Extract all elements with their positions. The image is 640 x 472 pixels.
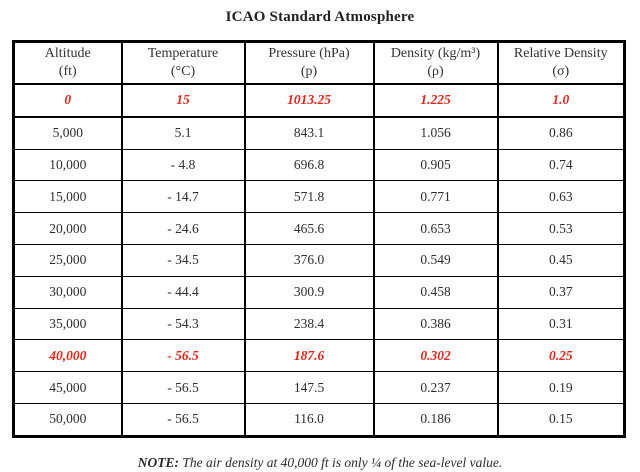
cell-relative-density: 0.74 xyxy=(496,148,626,182)
column-header-relative-density: Relative Density (σ) xyxy=(496,41,626,85)
icao-atmosphere-table: Altitude (ft) Temperature (°C) Pressure … xyxy=(12,40,626,438)
table-row: 25,000 - 34.5 376.0 0.549 0.45 xyxy=(12,243,626,277)
cell-density: 0.386 xyxy=(372,307,499,341)
cell-temperature: - 14.7 xyxy=(120,180,246,214)
cell-altitude: 40,000 xyxy=(12,339,123,373)
cell-temperature: 5.1 xyxy=(120,116,246,150)
cell-altitude: 10,000 xyxy=(12,148,123,182)
cell-relative-density: 0.15 xyxy=(496,402,626,437)
cell-relative-density: 0.25 xyxy=(496,339,626,373)
cell-density: 0.549 xyxy=(372,243,499,277)
cell-pressure: 147.5 xyxy=(243,371,375,404)
cell-altitude: 50,000 xyxy=(12,402,123,437)
note-text: The air density at 40,000 ft is only ¼ o… xyxy=(182,454,503,470)
table-body: 0 15 1013.25 1.225 1.0 5,000 5.1 843.1 1… xyxy=(12,83,626,437)
cell-altitude: 35,000 xyxy=(12,307,123,341)
header-line1: Relative Density xyxy=(513,45,608,61)
cell-temperature: - 56.5 xyxy=(120,339,246,373)
cell-altitude: 25,000 xyxy=(12,243,123,277)
page-title: ICAO Standard Atmosphere xyxy=(225,9,415,25)
cell-pressure: 238.4 xyxy=(243,307,375,341)
cell-pressure: 376.0 xyxy=(243,243,375,277)
cell-relative-density: 1.0 xyxy=(496,83,626,118)
cell-temperature: - 34.5 xyxy=(120,243,246,277)
table-row: 20,000 - 24.6 465.6 0.653 0.53 xyxy=(12,212,626,245)
cell-pressure: 187.6 xyxy=(243,339,375,373)
table-row: 5,000 5.1 843.1 1.056 0.86 xyxy=(12,116,626,150)
cell-pressure: 696.8 xyxy=(243,148,375,182)
cell-altitude: 5,000 xyxy=(12,116,123,150)
header-line2: (ρ) xyxy=(427,64,444,79)
cell-temperature: - 56.5 xyxy=(120,371,246,404)
cell-altitude: 45,000 xyxy=(12,371,123,404)
cell-temperature: - 54.3 xyxy=(120,307,246,341)
table-row: 50,000 - 56.5 116.0 0.186 0.15 xyxy=(12,402,626,437)
cell-temperature: - 24.6 xyxy=(120,212,246,245)
cell-density: 0.302 xyxy=(372,339,499,373)
cell-relative-density: 0.63 xyxy=(496,180,626,214)
table-row: 40,000 - 56.5 187.6 0.302 0.25 xyxy=(12,339,626,373)
cell-density: 0.237 xyxy=(372,371,499,404)
cell-temperature: - 44.4 xyxy=(120,275,246,309)
cell-pressure: 116.0 xyxy=(243,402,375,437)
column-header-temperature: Temperature (°C) xyxy=(120,41,246,85)
cell-density: 0.653 xyxy=(372,212,499,245)
column-header-pressure: Pressure (hPa) (p) xyxy=(243,41,375,85)
cell-pressure: 1013.25 xyxy=(243,83,375,118)
cell-pressure: 300.9 xyxy=(243,275,375,309)
header-row: Altitude (ft) Temperature (°C) Pressure … xyxy=(12,41,626,85)
cell-altitude: 0 xyxy=(12,83,123,118)
header-line2: (σ) xyxy=(552,64,570,79)
table-row: 35,000 - 54.3 238.4 0.386 0.31 xyxy=(12,307,626,341)
column-header-density: Density (kg/m³) (ρ) xyxy=(372,41,499,85)
header-line2: (°C) xyxy=(170,64,196,79)
table-row: 30,000 - 44.4 300.9 0.458 0.37 xyxy=(12,275,626,309)
header-line1: Pressure (hPa) xyxy=(268,45,350,61)
table-row: 0 15 1013.25 1.225 1.0 xyxy=(12,83,626,118)
header-line2: (p) xyxy=(300,64,318,79)
cell-relative-density: 0.53 xyxy=(496,212,626,245)
cell-temperature: - 4.8 xyxy=(120,148,246,182)
cell-density: 0.771 xyxy=(372,180,499,214)
cell-temperature: 15 xyxy=(120,83,246,118)
header-line1: Density (kg/m³) xyxy=(390,45,481,61)
header-line1: Altitude xyxy=(44,45,91,61)
cell-pressure: 571.8 xyxy=(243,180,375,214)
table-header: Altitude (ft) Temperature (°C) Pressure … xyxy=(12,41,626,85)
cell-relative-density: 0.31 xyxy=(496,307,626,341)
cell-density: 1.056 xyxy=(372,116,499,150)
column-header-altitude: Altitude (ft) xyxy=(12,41,123,85)
cell-density: 1.225 xyxy=(372,83,499,118)
cell-density: 0.186 xyxy=(372,402,499,437)
cell-density: 0.458 xyxy=(372,275,499,309)
cell-altitude: 30,000 xyxy=(12,275,123,309)
table-row: 10,000 - 4.8 696.8 0.905 0.74 xyxy=(12,148,626,182)
note-label: NOTE: xyxy=(137,454,180,470)
header-line2: (ft) xyxy=(58,64,77,79)
cell-density: 0.905 xyxy=(372,148,499,182)
table-note: NOTE: The air density at 40,000 ft is on… xyxy=(0,455,640,471)
cell-relative-density: 0.37 xyxy=(496,275,626,309)
header-line1: Temperature xyxy=(147,45,219,61)
cell-relative-density: 0.19 xyxy=(496,371,626,404)
cell-altitude: 20,000 xyxy=(12,212,123,245)
table-row: 45,000 - 56.5 147.5 0.237 0.19 xyxy=(12,371,626,404)
cell-altitude: 15,000 xyxy=(12,180,123,214)
cell-relative-density: 0.45 xyxy=(496,243,626,277)
cell-pressure: 465.6 xyxy=(243,212,375,245)
cell-temperature: - 56.5 xyxy=(120,402,246,437)
cell-pressure: 843.1 xyxy=(243,116,375,150)
cell-relative-density: 0.86 xyxy=(496,116,626,150)
table-row: 15,000 - 14.7 571.8 0.771 0.63 xyxy=(12,180,626,214)
